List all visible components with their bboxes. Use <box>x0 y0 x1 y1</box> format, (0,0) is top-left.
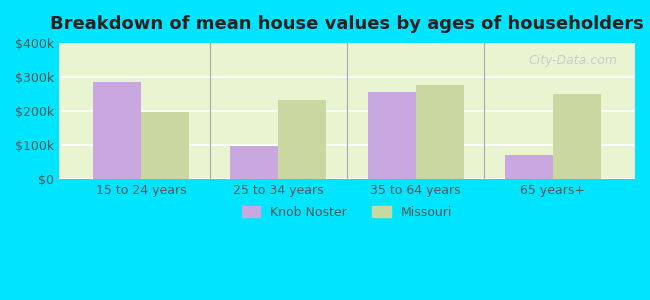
Legend: Knob Noster, Missouri: Knob Noster, Missouri <box>235 200 458 225</box>
Bar <box>141 112 189 179</box>
Bar <box>93 82 141 179</box>
Bar <box>367 92 415 179</box>
Text: City-Data.com: City-Data.com <box>529 54 617 67</box>
Bar <box>504 155 552 179</box>
Title: Breakdown of mean house values by ages of householders: Breakdown of mean house values by ages o… <box>50 15 644 33</box>
Bar <box>552 94 601 179</box>
Bar <box>230 146 278 179</box>
Bar <box>415 85 463 179</box>
Bar <box>278 100 326 179</box>
